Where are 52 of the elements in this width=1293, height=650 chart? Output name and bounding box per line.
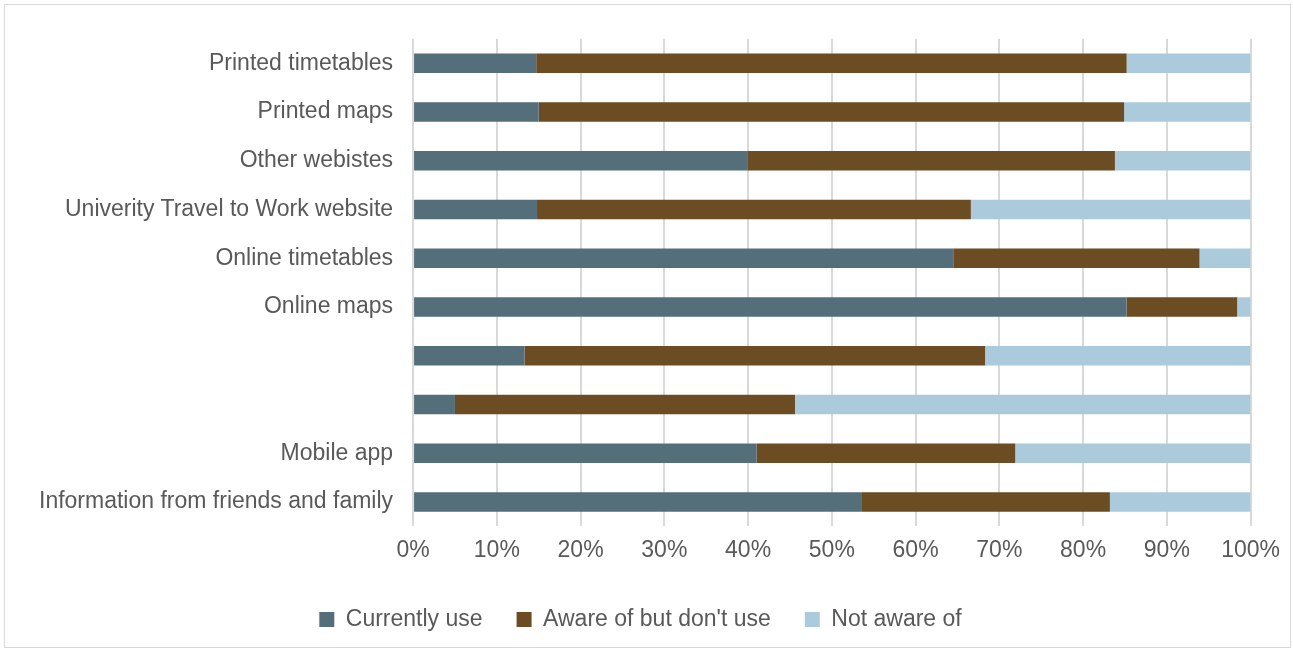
bar	[414, 297, 1127, 317]
x-tick-label: 90%	[1143, 535, 1190, 562]
x-tick-label: 10%	[473, 535, 520, 562]
bar	[414, 492, 862, 512]
bar	[1199, 248, 1251, 268]
bar	[536, 53, 1127, 73]
bar	[414, 102, 539, 122]
y-tick-label: Univerity Travel to Work website	[65, 194, 394, 221]
bar	[1109, 492, 1251, 512]
bar	[985, 345, 1251, 366]
bar	[414, 394, 455, 415]
y-tick-label: Other webistes	[239, 146, 394, 173]
x-tick-label: 70%	[976, 535, 1023, 562]
x-tick-label: 100%	[1221, 535, 1280, 562]
bar	[747, 150, 1115, 171]
legend-label: Aware of but don't use	[543, 604, 771, 631]
bar	[1237, 297, 1251, 317]
bar	[414, 53, 537, 73]
bar	[524, 345, 986, 366]
bar	[414, 248, 954, 268]
bar	[1126, 297, 1238, 317]
bar	[861, 492, 1110, 512]
bar	[1124, 102, 1251, 122]
x-tick-label: 20%	[557, 535, 604, 562]
x-tick-label: 40%	[725, 535, 772, 562]
x-tick-label: 50%	[808, 535, 855, 562]
bar	[537, 199, 971, 220]
bar	[414, 443, 757, 464]
bar	[1015, 443, 1251, 464]
y-tick-label: Printed maps	[257, 97, 394, 124]
bar	[538, 102, 1125, 122]
x-tick-label: 0%	[396, 535, 430, 562]
y-tick-label: Printed timetables	[208, 48, 394, 75]
bar	[414, 345, 525, 366]
bar	[1114, 150, 1251, 171]
legend-label: Currently use	[345, 604, 483, 631]
x-tick-label: 80%	[1060, 535, 1107, 562]
bar	[414, 199, 538, 220]
bar	[454, 394, 795, 415]
bar	[1126, 53, 1251, 73]
bar	[953, 248, 1200, 268]
y-tick-label: Online maps	[263, 292, 394, 319]
bar	[756, 443, 1016, 464]
y-tick-label: Information from friends and family	[38, 487, 394, 514]
x-tick-label: 60%	[892, 535, 939, 562]
bar	[794, 394, 1251, 415]
bar	[414, 150, 748, 171]
bar	[970, 199, 1251, 220]
legend-label: Not aware of	[831, 604, 963, 631]
x-tick-label: 30%	[641, 535, 688, 562]
y-tick-label: Online timetables	[215, 243, 394, 270]
y-tick-label: Mobile app	[280, 438, 394, 465]
